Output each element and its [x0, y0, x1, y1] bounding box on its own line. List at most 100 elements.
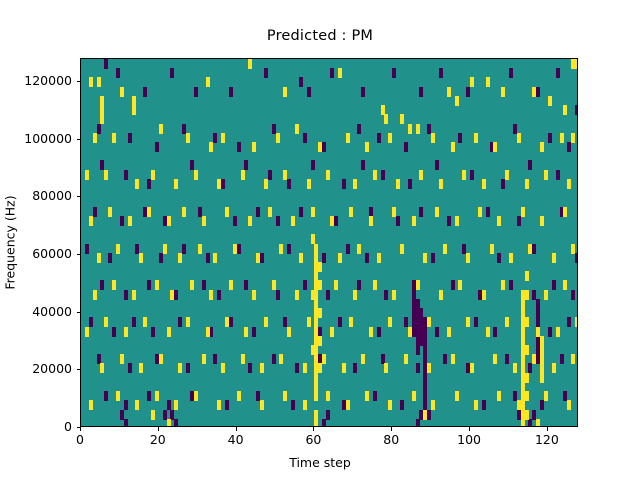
heatmap-cell-high — [551, 363, 556, 374]
heatmap-cell-low — [450, 280, 455, 291]
heatmap-cell-low — [555, 169, 560, 180]
heatmap-cell-high — [267, 206, 272, 217]
heatmap-cell-low — [512, 391, 517, 402]
heatmap-cell-low — [104, 391, 109, 402]
heatmap-cell-high — [520, 409, 525, 420]
heatmap-cell-low — [516, 409, 521, 420]
heatmap-cell-high — [259, 400, 264, 411]
heatmap-cell-high — [123, 326, 128, 337]
heatmap-cell-high — [252, 289, 257, 300]
heatmap-cell-low — [151, 326, 156, 337]
heatmap-cell-high — [543, 289, 548, 300]
heatmap-cell-high — [337, 68, 342, 79]
heatmap-cell-high — [520, 372, 525, 383]
heatmap-cell-low — [415, 418, 420, 426]
heatmap-cell-high — [217, 400, 222, 411]
heatmap-cell-low — [123, 418, 128, 426]
heatmap-cell-low — [423, 372, 428, 383]
heatmap-cell-high — [131, 95, 136, 106]
heatmap-cell-high — [131, 105, 136, 116]
heatmap-cell-low — [302, 132, 307, 143]
heatmap-cell-low — [419, 86, 424, 97]
heatmap-cell-high — [283, 86, 288, 97]
heatmap-cell-high — [318, 363, 323, 374]
heatmap-cell-low — [217, 289, 222, 300]
heatmap-cell-high — [271, 280, 276, 291]
heatmap-cell-high — [380, 105, 385, 116]
heatmap-cell-low — [259, 252, 264, 263]
heatmap-cell-high — [139, 363, 144, 374]
heatmap-cell-high — [228, 280, 233, 291]
heatmap-cell-high — [209, 142, 214, 153]
heatmap-cell-low — [501, 178, 506, 189]
heatmap-cell-low — [100, 280, 105, 291]
heatmap-cell-high — [88, 77, 93, 88]
heatmap-cell-high — [396, 178, 401, 189]
heatmap-cell-low — [415, 317, 420, 328]
heatmap-cell-high — [154, 280, 159, 291]
heatmap-cell-high — [291, 215, 296, 226]
heatmap-cell-high — [279, 354, 284, 365]
heatmap-cell-high — [365, 142, 370, 153]
heatmap-cell-high — [318, 308, 323, 319]
heatmap-cell-high — [248, 59, 253, 69]
heatmap-cell-high — [314, 317, 319, 328]
heatmap-cell-high — [314, 335, 319, 346]
heatmap-cell-low — [96, 123, 101, 134]
heatmap-cell-high — [438, 178, 443, 189]
heatmap-cell-low — [477, 289, 482, 300]
heatmap-cell-high — [205, 77, 210, 88]
heatmap-cell-high — [330, 326, 334, 337]
heatmap-cell-low — [213, 132, 218, 143]
heatmap-cell-low — [536, 86, 541, 97]
heatmap-cell-low — [135, 243, 140, 254]
heatmap-cell-high — [512, 363, 517, 374]
heatmap-cell-low — [244, 160, 249, 171]
heatmap-cell-high — [318, 335, 323, 346]
heatmap-cell-low — [411, 308, 416, 319]
heatmap-cell-high — [244, 326, 249, 337]
heatmap-cell-high — [473, 400, 478, 411]
heatmap-cell-high — [536, 418, 541, 426]
heatmap-cell-low — [446, 215, 451, 226]
heatmap-cell-high — [310, 206, 315, 217]
heatmap-cell-low — [536, 354, 541, 365]
heatmap-cell-high — [353, 289, 358, 300]
heatmap-cell-high — [540, 354, 545, 365]
heatmap-cell-low — [508, 68, 513, 79]
chart-title: Predicted : PM — [266, 28, 374, 44]
heatmap-cell-high — [563, 206, 568, 217]
heatmap-cell-low — [540, 400, 545, 411]
heatmap-cell-high — [349, 206, 354, 217]
heatmap-cell-low — [361, 86, 366, 97]
heatmap-cell-high — [400, 114, 405, 125]
heatmap-cell-high — [108, 206, 113, 217]
heatmap-cell-high — [112, 132, 117, 143]
heatmap-cell-low — [384, 289, 389, 300]
heatmap-cell-high — [162, 243, 167, 254]
heatmap-cell-high — [477, 206, 482, 217]
heatmap-cell-high — [127, 215, 132, 226]
heatmap-cell-low — [205, 252, 210, 263]
x-tick-label: 20 — [149, 432, 166, 447]
heatmap-cell-low — [283, 317, 288, 328]
heatmap-cell-low — [423, 363, 428, 374]
heatmap-cell-low — [493, 326, 498, 337]
heatmap-cell-low — [306, 86, 311, 97]
heatmap-cell-high — [423, 252, 428, 263]
heatmap-cell-high — [505, 169, 510, 180]
heatmap-cell-low — [423, 391, 428, 402]
heatmap-axes[interactable] — [80, 58, 578, 427]
heatmap-cell-high — [520, 344, 525, 355]
heatmap-cell-high — [100, 363, 105, 374]
heatmap-cell-high — [423, 409, 428, 420]
heatmap-cell-high — [454, 391, 459, 402]
heatmap-cell-low — [365, 252, 370, 263]
heatmap-cell-low — [415, 298, 420, 309]
heatmap-cell-low — [108, 252, 113, 263]
x-tick-mark — [469, 427, 471, 431]
heatmap-cell-high — [201, 354, 206, 365]
heatmap-cell-high — [540, 372, 545, 383]
heatmap-cell-low — [345, 243, 350, 254]
heatmap-cell-high — [415, 280, 420, 291]
